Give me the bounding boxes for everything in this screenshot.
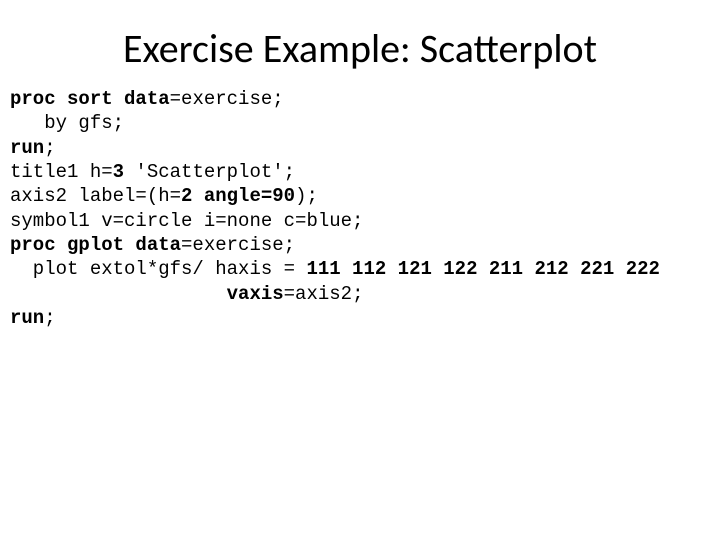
- code-text: );: [295, 185, 318, 207]
- code-text: axis2 label=(h=: [10, 185, 181, 207]
- code-text: by gfs;: [10, 112, 124, 134]
- code-text: =axis2;: [284, 283, 364, 305]
- code-text: ;: [44, 307, 55, 329]
- code-kw: proc sort data: [10, 88, 170, 110]
- code-kw: 2: [181, 185, 192, 207]
- code-text: [10, 283, 227, 305]
- code-text: [192, 185, 203, 207]
- code-text: =exercise;: [181, 234, 295, 256]
- code-text: 'Scatterplot';: [124, 161, 295, 183]
- code-kw: proc gplot data: [10, 234, 181, 256]
- code-kw: vaxis: [227, 283, 284, 305]
- code-kw: 111 112 121 122 211 212 221 222: [306, 258, 659, 280]
- code-text: plot extol*gfs/ haxis =: [10, 258, 306, 280]
- code-text: =exercise;: [170, 88, 284, 110]
- code-text: ;: [44, 137, 55, 159]
- code-kw: run: [10, 307, 44, 329]
- code-text: title1 h=: [10, 161, 113, 183]
- code-block: proc sort data=exercise; by gfs; run; ti…: [0, 87, 720, 330]
- code-kw: run: [10, 137, 44, 159]
- code-text: symbol1 v=circle i=none c=blue;: [10, 210, 363, 232]
- code-kw: angle=90: [204, 185, 295, 207]
- code-kw: 3: [113, 161, 124, 183]
- slide: Exercise Example: Scatterplot proc sort …: [0, 0, 720, 540]
- page-title: Exercise Example: Scatterplot: [0, 0, 720, 87]
